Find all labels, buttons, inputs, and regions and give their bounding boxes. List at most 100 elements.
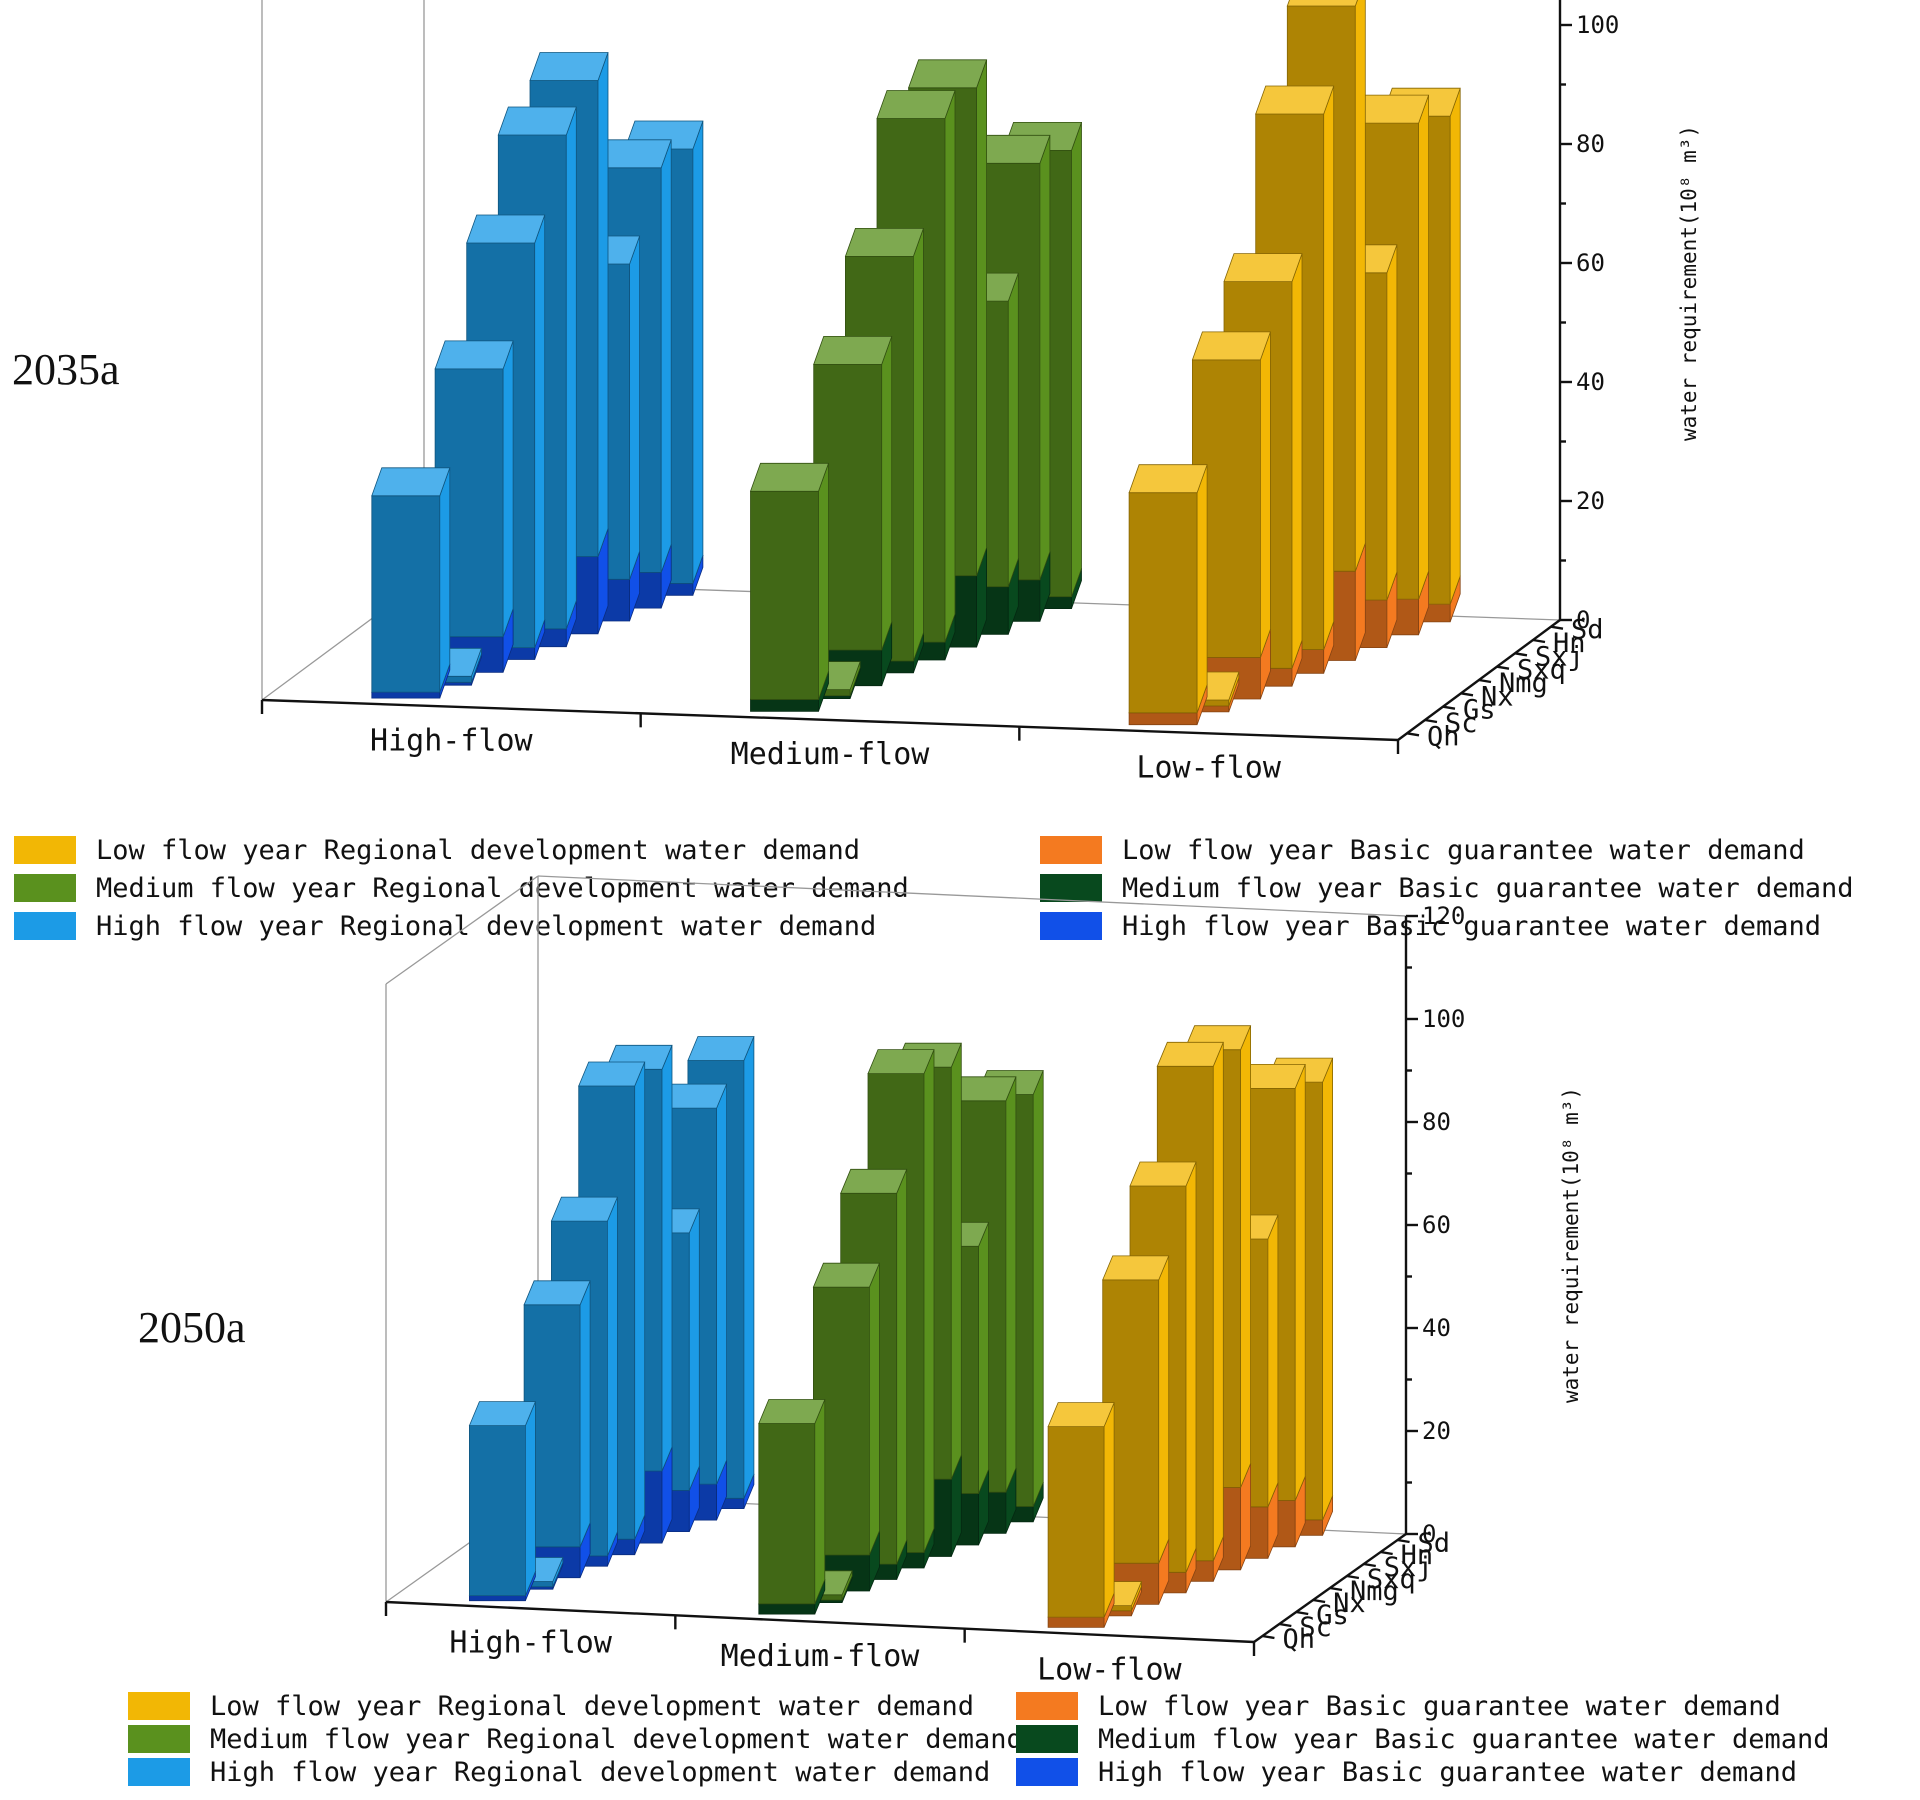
depth-label-Sd: Sd xyxy=(1571,615,1604,646)
legend-label: Low flow year Regional development water… xyxy=(96,835,860,866)
legend-swatch xyxy=(14,836,76,864)
depth-tick xyxy=(1329,1586,1343,1592)
y-tick-label: 80 xyxy=(1576,130,1605,158)
depth-tick xyxy=(1296,1610,1309,1616)
depth-tick xyxy=(1460,692,1474,697)
y-tick-label: 100 xyxy=(1576,11,1619,39)
x-category-label: High-flow xyxy=(449,1626,612,1661)
legend-swatch xyxy=(1040,874,1102,902)
legend-label: Low flow year Basic guarantee water dema… xyxy=(1098,1691,1781,1722)
legend-swatch xyxy=(1016,1692,1078,1720)
y-tick-label: 0 xyxy=(1422,1520,1436,1548)
depth-tick xyxy=(1346,1574,1360,1580)
depth-label-Sxj: Sxj xyxy=(1535,641,1584,672)
legend: Low flow year Regional development water… xyxy=(128,1691,1830,1788)
legend-swatch xyxy=(128,1692,190,1720)
depth-label-Hn: Hn xyxy=(1401,1540,1434,1571)
depth-tick xyxy=(1406,732,1420,737)
panel-title: 2050a xyxy=(138,1303,246,1352)
y-axis-title: water requirement(10⁸ m³) xyxy=(1677,125,1701,441)
y-tick-label: 20 xyxy=(1576,487,1605,515)
bar-regional-High-flow-Qh xyxy=(468,1401,537,1596)
depth-tick xyxy=(1312,1598,1326,1604)
depth-tick xyxy=(1532,638,1546,644)
legend-label: High flow year Basic guarantee water dem… xyxy=(1098,1757,1797,1788)
legend-label: Medium flow year Basic guarantee water d… xyxy=(1098,1724,1830,1755)
legend-swatch xyxy=(128,1758,190,1786)
depth-tick xyxy=(1363,1562,1376,1568)
depth-label-Nmg: Nmg xyxy=(1350,1576,1399,1607)
bar-regional-High-flow-Gs xyxy=(434,340,514,638)
depth-label-Nx: Nx xyxy=(1481,681,1514,712)
depth-tick xyxy=(1478,678,1492,684)
x-category-label: Low-flow xyxy=(1037,1652,1182,1687)
y-tick-label: 40 xyxy=(1422,1314,1451,1342)
depth-tick xyxy=(1397,1538,1410,1544)
depth-tick xyxy=(1424,718,1438,724)
depth-label-Sxj: Sxj xyxy=(1384,1552,1433,1583)
legend-swatch xyxy=(1040,912,1102,940)
y-tick-label: 20 xyxy=(1422,1417,1451,1445)
depth-label-Sxq: Sxq xyxy=(1367,1564,1416,1595)
x-category-label: Low-flow xyxy=(1136,750,1281,785)
legend-label: Medium flow year Basic guarantee water d… xyxy=(1122,873,1854,904)
bar-regional-High-flow-Gs xyxy=(523,1280,591,1548)
depth-tick xyxy=(1496,665,1510,670)
legend-swatch xyxy=(14,874,76,902)
depth-tick xyxy=(1279,1622,1292,1628)
legend-label: Medium flow year Regional development wa… xyxy=(210,1724,1023,1755)
y-tick-label: 120 xyxy=(1422,902,1465,930)
y-tick-label: 40 xyxy=(1576,368,1605,396)
depth-label-Qh: Qh xyxy=(1282,1624,1315,1655)
y-tick-label: 80 xyxy=(1422,1108,1451,1136)
depth-label-Sc: Sc xyxy=(1445,708,1478,739)
y-tick-label: 60 xyxy=(1422,1211,1451,1239)
legend-swatch xyxy=(1016,1758,1078,1786)
y-tick-label: 60 xyxy=(1576,249,1605,277)
bar-regional-Low-flow-Gs xyxy=(1102,1255,1170,1564)
depth-label-Qh: Qh xyxy=(1427,721,1460,752)
legend-label: Low flow year Basic guarantee water dema… xyxy=(1122,835,1805,866)
legend-swatch xyxy=(1040,836,1102,864)
bars xyxy=(468,1025,1334,1628)
depth-tick xyxy=(1262,1634,1275,1640)
legend-swatch xyxy=(1016,1725,1078,1753)
x-category-label: Medium-flow xyxy=(721,1639,921,1674)
depth-tick xyxy=(1550,625,1564,630)
depth-label-Sxq: Sxq xyxy=(1517,655,1566,686)
x-axis-line xyxy=(385,1600,1255,1644)
legend-label: Low flow year Regional development water… xyxy=(210,1691,974,1722)
back-wall-top-edge xyxy=(537,875,1407,917)
bar-regional-Medium-flow-Qh xyxy=(749,462,830,700)
x-category-label: High-flow xyxy=(370,724,533,759)
bars xyxy=(371,0,1461,726)
depth-label-Sc: Sc xyxy=(1299,1612,1332,1643)
depth-tick xyxy=(1380,1550,1393,1556)
x-axis-line xyxy=(261,698,1399,742)
depth-tick xyxy=(1514,652,1528,657)
legend-label: High flow year Regional development wate… xyxy=(210,1757,990,1788)
y-tick-label: 100 xyxy=(1422,1005,1465,1033)
legend-swatch xyxy=(14,912,76,940)
legend-label: High flow year Basic guarantee water dem… xyxy=(1122,911,1821,942)
bar-regional-Medium-flow-Qh xyxy=(758,1399,826,1605)
depth-label-Sd: Sd xyxy=(1418,1528,1451,1559)
x-category-label: Medium-flow xyxy=(731,737,931,772)
chart-2035a: 2035a 0 20 40 60 80 100 120 water requirement(10… xyxy=(12,0,1854,942)
legend: Low flow year Regional development water… xyxy=(14,835,1854,942)
bar-regional-Medium-flow-Gs xyxy=(813,335,893,651)
depth-tick xyxy=(1442,705,1456,710)
depth-label-Gs: Gs xyxy=(1316,1600,1349,1631)
bar-regional-Low-flow-Qh xyxy=(1047,1402,1115,1618)
bar-regional-Low-flow-Qh xyxy=(1128,464,1208,714)
depth-label-Nmg: Nmg xyxy=(1499,668,1548,699)
bar-regional-High-flow-Qh xyxy=(371,467,451,693)
legend-label: Medium flow year Regional development wa… xyxy=(96,873,909,904)
depth-label-Gs: Gs xyxy=(1463,695,1496,726)
side-wall-top-edge xyxy=(385,875,539,985)
depth-label-Nx: Nx xyxy=(1333,1588,1366,1619)
bar-regional-Low-flow-Gs xyxy=(1191,331,1271,658)
depth-label-Hn: Hn xyxy=(1553,628,1586,659)
legend-swatch xyxy=(128,1725,190,1753)
